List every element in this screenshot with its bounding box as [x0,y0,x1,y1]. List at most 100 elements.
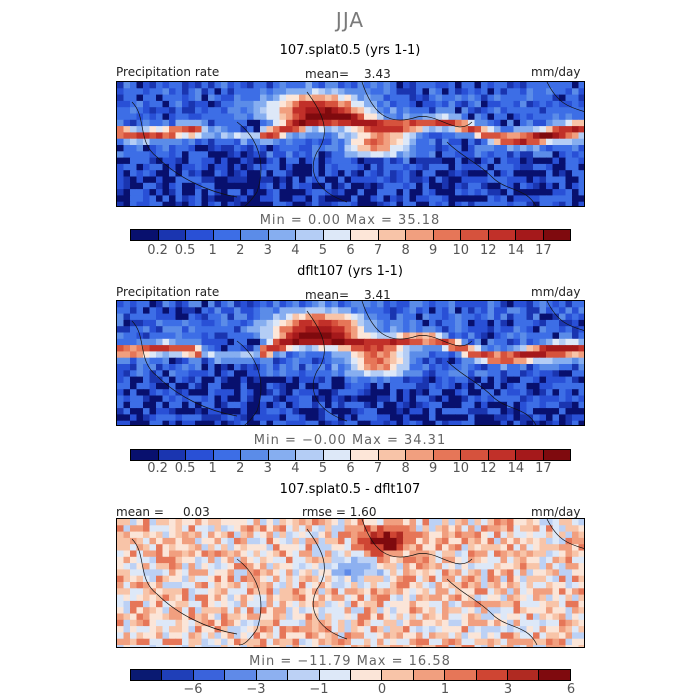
colorbar-tick-label: 0.2 [147,243,168,258]
colorbar-swatch [508,670,540,680]
colorbar-swatch [433,450,461,460]
colorbar-swatch [433,230,461,240]
colorbar-tick-label: 9 [429,243,438,258]
colorbar-tick-label: 17 [535,243,552,258]
panel-2-field-label: Precipitation rate [116,285,220,299]
panel-2-map [116,300,585,426]
colorbar-swatch [516,230,544,240]
colorbar-swatch [461,230,489,240]
panel-1-title: 107.splat0.5 (yrs 1-1) [279,43,421,58]
colorbar-swatch [351,230,379,240]
panel-3-mean-label: mean = [116,505,164,519]
colorbar-tick-label: 3 [503,682,513,697]
colorbar-tick-label: 0.5 [174,461,196,476]
colorbar-swatch [131,230,159,240]
colorbar-swatch [296,230,324,240]
colorbar-tick-label: 3 [263,461,272,476]
colorbar-swatch [158,230,186,240]
colorbar-swatch [516,450,544,460]
colorbar-swatch [241,230,269,240]
colorbar-tick-label: 0.5 [174,243,196,258]
colorbar-tick-label: 9 [429,461,438,476]
colorbar-tick-label: 0.2 [147,461,168,476]
colorbar-swatch [225,670,257,680]
colorbar-swatch [256,670,289,680]
panel-1-min-max: Min = 0.00 Max = 35.18 [259,213,441,228]
colorbar-tick-label: 0 [377,682,387,697]
colorbar-tick-label: 10 [452,243,470,258]
colorbar-swatch [406,230,434,240]
panel-2-heatmap [117,301,584,425]
colorbar-swatch [488,230,516,240]
panel-3-mean-value: 0.03 [183,505,210,519]
panel-2-colorbar-ticks: 0.2 0.5 1 2 3 4 5 6 7 8 9 10 12 14 17 [130,461,571,477]
colorbar-swatch [406,450,434,460]
colorbar-swatch [193,670,226,680]
panel-2-units: mm/day [531,285,581,299]
colorbar-swatch [213,450,241,460]
panel-1-heatmap [117,82,584,206]
panel-3-min-max: Min = −11.79 Max = 16.58 [249,654,451,669]
colorbar-tick-label: 6 [346,461,355,476]
colorbar-swatch [158,450,186,460]
colorbar-tick-label: 12 [480,461,497,476]
panel-3-colorbar [130,669,571,681]
colorbar-swatch [288,670,320,680]
colorbar-swatch [476,670,509,680]
colorbar-tick-label: 4 [291,461,300,476]
panel-3-title: 107.splat0.5 - dflt107 [279,482,421,497]
colorbar-tick-label: 2 [236,243,245,258]
colorbar-swatch [378,450,406,460]
panel-2-min-max: Min = −0.00 Max = 34.31 [253,433,447,448]
colorbar-swatch [323,230,351,240]
colorbar-tick-label: 6 [566,682,576,697]
colorbar-tick-label: 14 [507,461,525,476]
colorbar-swatch [323,450,351,460]
panel-1-mean-label: mean= [305,67,350,81]
colorbar-tick-label: 5 [318,461,328,476]
colorbar-tick-label: 7 [373,243,383,258]
colorbar-tick-label: −1 [309,682,329,697]
colorbar-swatch [539,670,570,680]
colorbar-tick-label: 7 [373,461,383,476]
colorbar-swatch [378,230,406,240]
colorbar-swatch [382,670,414,680]
colorbar-swatch [413,670,446,680]
panel-2-colorbar [130,449,571,461]
panel-2-mean-label: mean= [305,288,350,302]
colorbar-tick-label: 2 [236,461,245,476]
colorbar-swatch [319,670,351,680]
colorbar-tick-label: −3 [246,682,266,697]
colorbar-tick-label: 5 [318,243,328,258]
colorbar-swatch [445,670,477,680]
colorbar-swatch [351,450,379,460]
colorbar-swatch [268,450,296,460]
colorbar-swatch [131,450,159,460]
panel-1-colorbar-ticks: 0.2 0.5 1 2 3 4 5 6 7 8 9 10 12 14 17 [130,243,571,259]
colorbar-swatch [543,450,570,460]
colorbar-tick-label: 1 [208,243,217,258]
colorbar-swatch [350,670,383,680]
colorbar-tick-label: 3 [263,243,272,258]
panel-3-units: mm/day [531,505,581,519]
panel-2-mean-value: 3.41 [364,288,391,302]
colorbar-swatch [461,450,489,460]
colorbar-tick-label: 6 [346,243,355,258]
panel-1-field-label: Precipitation rate [116,65,220,79]
colorbar-tick-label: 4 [291,243,300,258]
colorbar-tick-label: 17 [535,461,552,476]
colorbar-tick-label: −6 [183,682,203,697]
panel-1-units: mm/day [531,65,581,79]
colorbar-tick-label: 1 [208,461,217,476]
panel-1-mean-value: 3.43 [364,67,391,81]
colorbar-swatch [186,230,214,240]
colorbar-swatch [296,450,324,460]
panel-1-map [116,81,585,207]
colorbar-swatch [268,230,296,240]
colorbar-tick-label: 12 [480,243,497,258]
panel-1-colorbar [130,229,571,241]
colorbar-tick-label: 14 [507,243,525,258]
colorbar-tick-label: 8 [401,461,410,476]
colorbar-swatch [241,450,269,460]
panel-3-rmse: rmse = 1.60 [302,505,377,519]
